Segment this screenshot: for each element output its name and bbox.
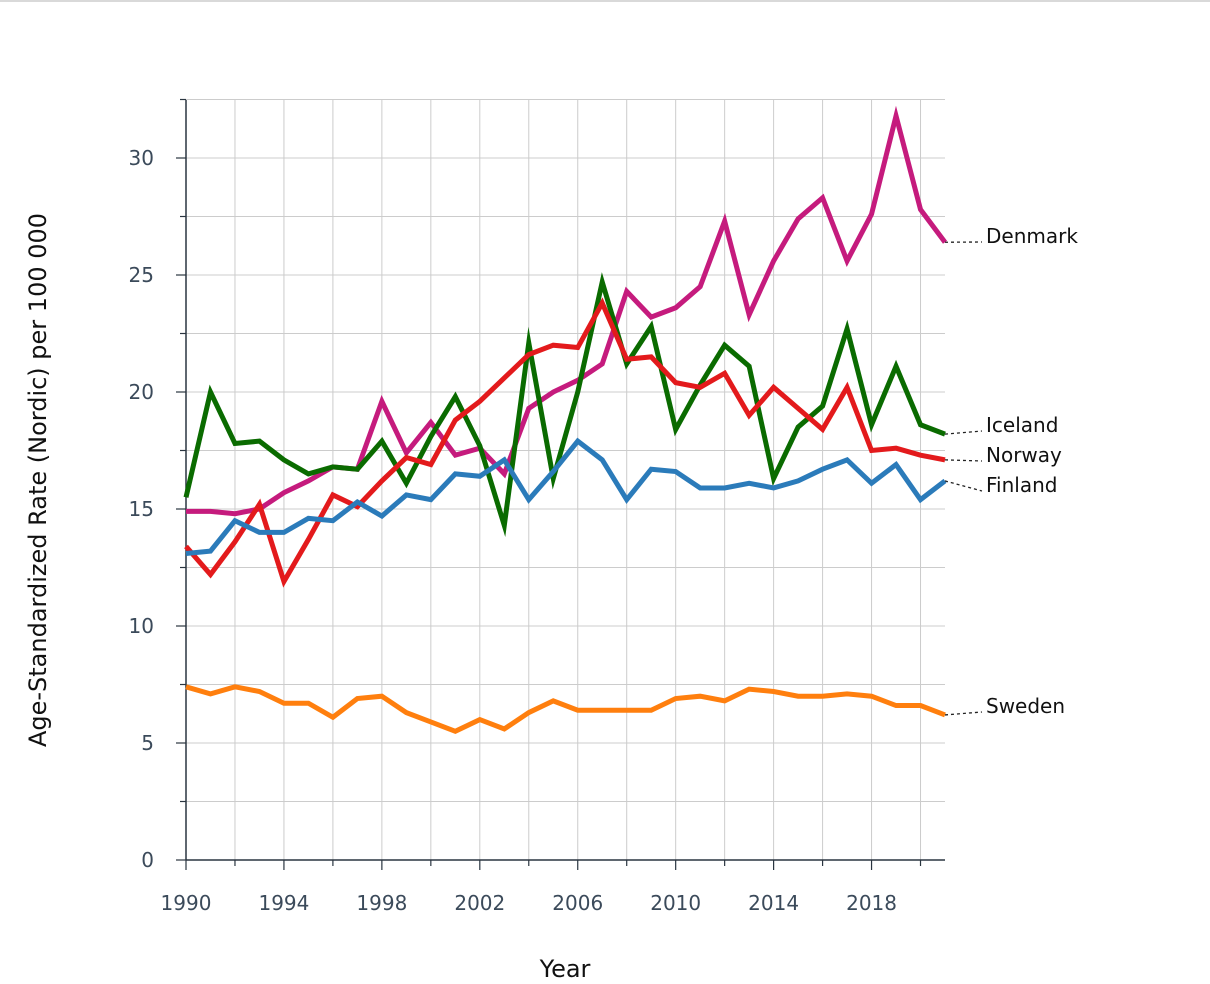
x-tick-label: 1998 — [356, 891, 407, 915]
leader-line-sweden — [944, 711, 983, 716]
series-lines — [183, 105, 948, 735]
y-tick-label: 25 — [129, 263, 154, 287]
series-labels: Denmark Iceland Norway Finland Sweden — [944, 224, 1078, 718]
y-axis-title: Age-Standardized Rate (Nordic) per 100 0… — [24, 213, 52, 747]
x-tick-label: 1990 — [161, 891, 212, 915]
y-tick-label: 15 — [129, 497, 154, 521]
leader-line-finland — [944, 480, 983, 492]
y-tick-label: 30 — [129, 146, 154, 170]
series-line-iceland — [183, 272, 946, 538]
y-tick-label: 0 — [141, 848, 154, 872]
axes: 0 5 10 15 20 25 30 1990 1994 1998 2002 2006 2010 2014… — [129, 98, 945, 915]
x-axis-title: Year — [539, 955, 591, 983]
x-tick-label: 2006 — [552, 891, 603, 915]
y-tick-label: 20 — [129, 380, 154, 404]
series-line-denmark — [186, 105, 948, 517]
series-line-sweden — [185, 684, 946, 735]
series-line-norway — [184, 297, 946, 588]
series-label-iceland: Iceland — [986, 413, 1058, 437]
leader-line-iceland — [944, 430, 983, 435]
y-tick-label: 10 — [129, 614, 154, 638]
series-line-finland — [185, 437, 947, 556]
series-label-finland: Finland — [986, 473, 1057, 497]
x-tick-label: 2002 — [454, 891, 505, 915]
x-tick-label: 2018 — [846, 891, 897, 915]
y-tick-label: 5 — [141, 731, 154, 755]
top-divider — [0, 0, 1210, 2]
series-label-norway: Norway — [986, 443, 1062, 467]
series-label-denmark: Denmark — [986, 224, 1078, 248]
grid — [185, 99, 945, 860]
x-tick-label: 2014 — [748, 891, 799, 915]
series-label-sweden: Sweden — [986, 694, 1065, 718]
x-tick-label: 2010 — [650, 891, 701, 915]
x-tick-label: 1994 — [258, 891, 309, 915]
leader-line-norway — [944, 459, 983, 462]
